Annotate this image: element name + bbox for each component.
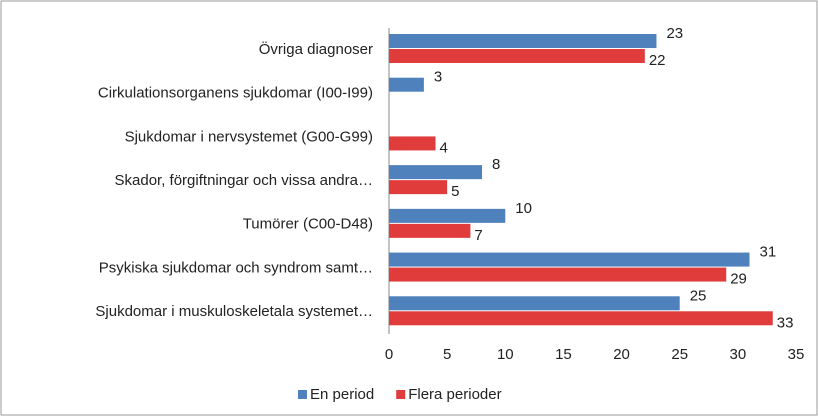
data-label: 33 bbox=[777, 314, 794, 331]
x-tick-label: 15 bbox=[555, 346, 572, 363]
data-label: 29 bbox=[730, 271, 747, 288]
bar bbox=[389, 34, 657, 48]
y-tick-label: Övriga diagnoser bbox=[259, 40, 373, 58]
data-label: 5 bbox=[451, 183, 459, 200]
data-label: 31 bbox=[759, 244, 776, 261]
bar bbox=[389, 252, 750, 267]
legend-label: En period bbox=[310, 386, 374, 403]
data-label: 8 bbox=[492, 156, 500, 173]
x-tick-label: 30 bbox=[730, 346, 747, 363]
data-label: 3 bbox=[434, 69, 442, 86]
y-tick-label: Psykiska sjukdomar och syndrom samt… bbox=[99, 259, 373, 276]
x-tick-label: 5 bbox=[443, 346, 451, 363]
data-label: 22 bbox=[649, 52, 666, 69]
legend-label: Flera perioder bbox=[408, 386, 501, 403]
bar bbox=[389, 180, 448, 195]
bar bbox=[389, 49, 645, 63]
x-tick-label: 10 bbox=[497, 346, 514, 363]
bar bbox=[389, 311, 773, 326]
x-tick-label: 25 bbox=[671, 346, 688, 363]
bar bbox=[389, 165, 483, 180]
y-tick-label: Sjukdomar i nervsystemet (G00-G99) bbox=[125, 128, 373, 145]
bar bbox=[389, 223, 471, 238]
data-label: 25 bbox=[690, 287, 707, 304]
x-tick-label: 35 bbox=[788, 346, 805, 363]
bar bbox=[389, 296, 680, 311]
bar bbox=[389, 267, 727, 282]
legend-swatch bbox=[396, 390, 406, 399]
x-tick-label: 0 bbox=[385, 346, 393, 363]
data-label: 7 bbox=[474, 227, 482, 244]
data-label: 23 bbox=[666, 25, 683, 42]
x-tick-label: 20 bbox=[613, 346, 630, 363]
data-label: 4 bbox=[440, 139, 448, 156]
bar bbox=[389, 136, 436, 151]
data-label: 10 bbox=[515, 200, 532, 217]
legend-swatch bbox=[298, 390, 307, 399]
y-tick-label: Sjukdomar i muskuloskeletala systemet… bbox=[95, 303, 373, 320]
y-tick-label: Skador, förgiftningar och vissa andra… bbox=[115, 172, 373, 189]
bar bbox=[389, 208, 506, 223]
y-tick-label: Cirkulationsorganens sjukdomar (I00-I99) bbox=[98, 85, 373, 102]
bar bbox=[389, 77, 424, 92]
y-tick-label: Tumörer (C00-D48) bbox=[243, 216, 373, 233]
